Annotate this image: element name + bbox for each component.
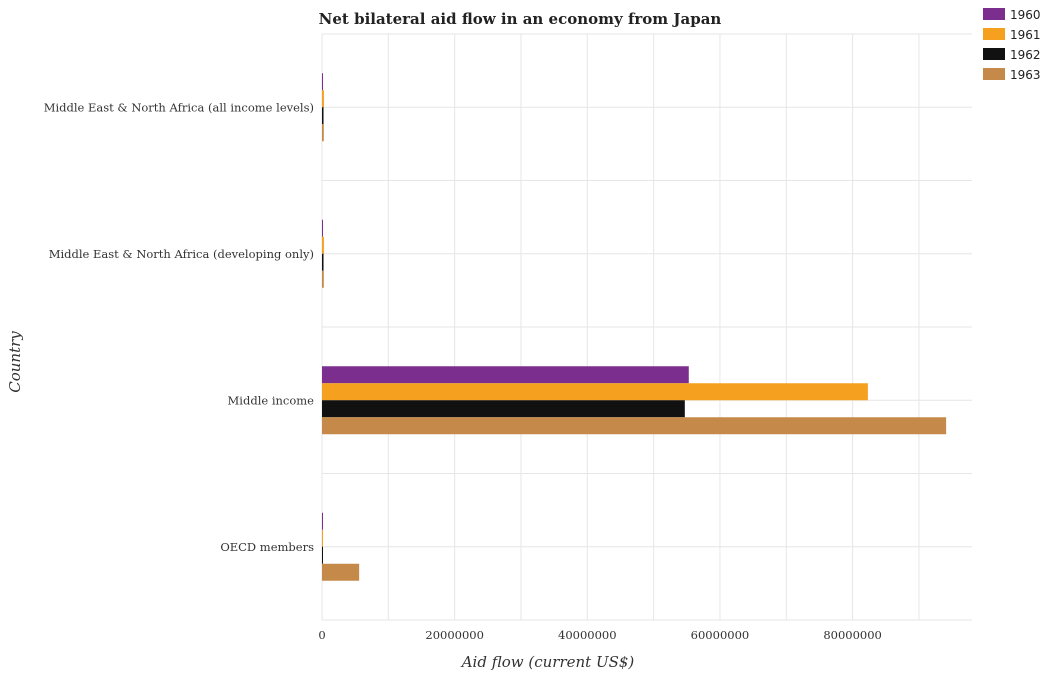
bar-1960 [322,73,323,91]
x-tick-label: 40000000 [558,628,617,642]
bar-1963 [322,270,324,288]
bar-1963 [322,124,324,142]
bar-1963 [322,417,947,435]
x-tick-label: 80000000 [823,628,882,642]
x-axis-title: Aid flow (current US$) [460,653,635,671]
y-tick-label: Middle income [228,393,315,407]
y-axis-title: Country [6,331,24,393]
legend-swatch-1963 [983,68,1005,80]
bar-1962 [322,546,323,564]
bars [322,73,947,581]
legend-swatch-1962 [983,48,1005,60]
gridlines [321,33,972,621]
bar-1960 [322,219,323,237]
bar-1962 [322,253,324,271]
bar-1961 [322,236,324,254]
bar-1960 [322,512,323,530]
y-tick-label: OECD members [220,540,314,554]
bar-1962 [322,400,685,418]
bar-1962 [322,107,324,125]
bar-1961 [322,383,868,401]
x-tick-label: 60000000 [691,628,750,642]
y-tick-label: Middle East & North Africa (developing o… [49,247,314,261]
bar-1961 [322,90,324,108]
legend: 1960 1961 1962 1963 [983,8,1041,82]
x-tick-label: 20000000 [425,628,484,642]
bar-1961 [322,529,323,547]
bar-1963 [322,563,360,581]
legend-swatch-1961 [983,28,1005,40]
tick-labels: Middle East & North Africa (all income l… [44,100,882,642]
legend-swatch-1960 [983,8,1005,20]
x-tick-label: 0 [318,628,325,642]
chart-title: Net bilateral aid flow in an economy fro… [319,10,722,28]
legend-label-1963: 1963 [1010,68,1041,82]
bar-1960 [322,366,689,384]
legend-label-1962: 1962 [1010,48,1041,62]
legend-label-1960: 1960 [1010,8,1041,22]
legend-label-1961: 1961 [1010,28,1041,42]
y-tick-label: Middle East & North Africa (all income l… [44,100,314,114]
